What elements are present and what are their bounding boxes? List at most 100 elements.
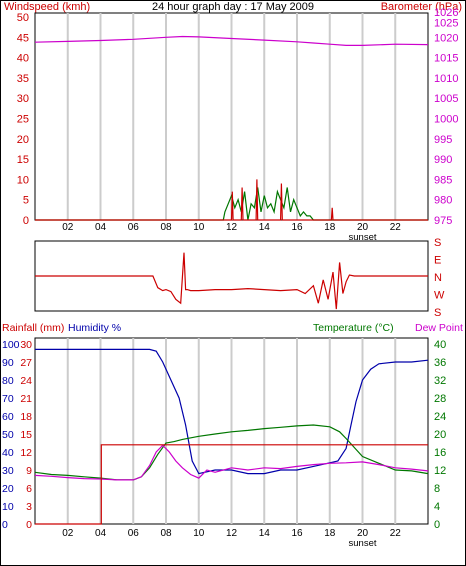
barometer-tick-label: 975	[434, 215, 452, 227]
humidity-tick-label: 40	[2, 447, 14, 459]
temperature-tick-label: 20	[434, 429, 446, 441]
rain-tick-label: 0	[26, 519, 32, 531]
windspeed-tick-label: 45	[17, 32, 29, 44]
temperature-tick-label: 28	[434, 393, 446, 405]
x-tick-label: 22	[390, 222, 402, 233]
temp-grid	[66, 338, 397, 524]
temperature-tick-label: 40	[434, 339, 446, 351]
rain-tick-label: 30	[20, 339, 32, 351]
windspeed-tick-labels: 0 5 10 15 20 25 30 35 40 45 50	[17, 12, 29, 227]
x-tick-label: 12	[226, 222, 238, 233]
x-tick-label: 20	[357, 528, 369, 539]
windspeed-line	[35, 187, 428, 221]
direction-series	[35, 252, 428, 310]
rain-humidity-tick-labels: 0 10 20 30 40 50 60 70 80 90 100 0 3 6 9 12 15 18 21 24 27 30	[2, 339, 32, 531]
sunset-label: sunset	[349, 232, 377, 243]
compass-label: S	[434, 307, 441, 319]
wind-series	[34, 35, 429, 221]
barometer-line	[34, 35, 429, 46]
barometer-tick-label: 1000	[434, 114, 458, 126]
windspeed-tick-label: 5	[23, 195, 29, 207]
humidity-tick-label: 0	[2, 519, 8, 531]
temperature-tick-label: 24	[434, 411, 446, 423]
x-tick-label: 02	[62, 528, 74, 539]
temperature-tick-label: 4	[434, 501, 440, 513]
humidity-tick-label: 60	[2, 411, 14, 423]
rain-tick-label: 24	[20, 375, 32, 387]
rainfall-line	[35, 444, 428, 525]
compass-label: N	[434, 272, 442, 284]
x-tick-label: 16	[291, 222, 303, 233]
temperature-tick-labels: 0 4 8 12 16 20 24 28 32 36 40	[434, 339, 446, 531]
wind-grid	[66, 13, 397, 220]
windspeed-tick-label: 25	[17, 114, 29, 126]
x-tick-label: 18	[324, 528, 336, 539]
rain-tick-label: 6	[26, 483, 32, 495]
windspeed-tick-label: 15	[17, 154, 29, 166]
x-tick-label: 20	[357, 222, 369, 233]
x-tick-label: 06	[128, 528, 140, 539]
x-tick-label: 08	[160, 528, 172, 539]
temperature-axis-label: Temperature (°C)	[313, 322, 394, 334]
x-tick-label: 14	[259, 222, 271, 233]
rain-tick-label: 15	[20, 429, 32, 441]
barometer-tick-label: 1005	[434, 93, 458, 105]
x-tick-label: 10	[193, 222, 205, 233]
wind-x-tick-labels: 02 04 06 08 10 12 14 16 18 20 22 sunset	[62, 222, 401, 243]
windspeed-tick-label: 35	[17, 73, 29, 85]
windspeed-axis-label: Windspeed (kmh)	[4, 1, 90, 13]
x-tick-label: 06	[128, 222, 140, 233]
barometer-tick-label: 1025	[434, 18, 458, 30]
rain-tick-label: 27	[20, 357, 32, 369]
rain-tick-label: 9	[26, 465, 32, 477]
x-tick-label: 10	[193, 528, 205, 539]
windspeed-tick-label: 30	[17, 93, 29, 105]
x-tick-label: 16	[291, 528, 303, 539]
dew_point-line	[34, 444, 429, 481]
windspeed-tick-label: 40	[17, 53, 29, 65]
windspeed-tick-label: 10	[17, 174, 29, 186]
barometer-tick-label: 995	[434, 134, 452, 146]
sunset-label: sunset	[349, 538, 377, 549]
barometer-tick-label: 1015	[434, 53, 458, 65]
windspeed-tick-label: 50	[17, 12, 29, 24]
humidity-tick-label: 80	[2, 375, 14, 387]
humidity-tick-label: 10	[2, 501, 14, 513]
rain-tick-label: 3	[26, 501, 32, 513]
barometer-tick-label: 980	[434, 195, 452, 207]
humidity-tick-label: 70	[2, 393, 14, 405]
rainfall-axis-label: Rainfall (mm)	[2, 322, 64, 334]
humidity-tick-label: 90	[2, 357, 14, 369]
x-tick-label: 04	[95, 528, 107, 539]
temperature-tick-label: 12	[434, 465, 446, 477]
barometer-tick-label: 1026	[434, 7, 458, 19]
humidity-axis-label: Humidity %	[68, 322, 121, 334]
barometer-tick-label: 990	[434, 154, 452, 166]
x-tick-label: 12	[226, 528, 238, 539]
gust-line	[35, 179, 428, 221]
temperature-tick-label: 16	[434, 447, 446, 459]
compass-label: E	[434, 255, 441, 267]
humidity-tick-label: 30	[2, 465, 14, 477]
rain-tick-label: 18	[20, 411, 32, 423]
humidity-line	[35, 348, 429, 475]
compass-label: S	[434, 237, 441, 249]
temperature-tick-label: 8	[434, 483, 440, 495]
humidity-tick-label: 20	[2, 483, 14, 495]
graph-title: 24 hour graph day : 17 May 2009	[152, 1, 314, 13]
humidity-tick-label: 50	[2, 429, 14, 441]
x-tick-label: 18	[324, 222, 336, 233]
rain-tick-label: 21	[20, 393, 32, 405]
x-tick-label: 04	[95, 222, 107, 233]
barometer-tick-label: 1020	[434, 32, 458, 44]
barometer-axis-label: Barometer (hPa)	[381, 1, 462, 13]
windspeed-tick-label: 20	[17, 134, 29, 146]
rain-tick-label: 12	[20, 447, 32, 459]
x-tick-label: 22	[390, 528, 402, 539]
barometer-tick-label: 1010	[434, 73, 458, 85]
dew-point-axis-label: Dew Point	[415, 322, 463, 334]
temp-series	[34, 348, 429, 525]
x-tick-label: 14	[259, 528, 271, 539]
